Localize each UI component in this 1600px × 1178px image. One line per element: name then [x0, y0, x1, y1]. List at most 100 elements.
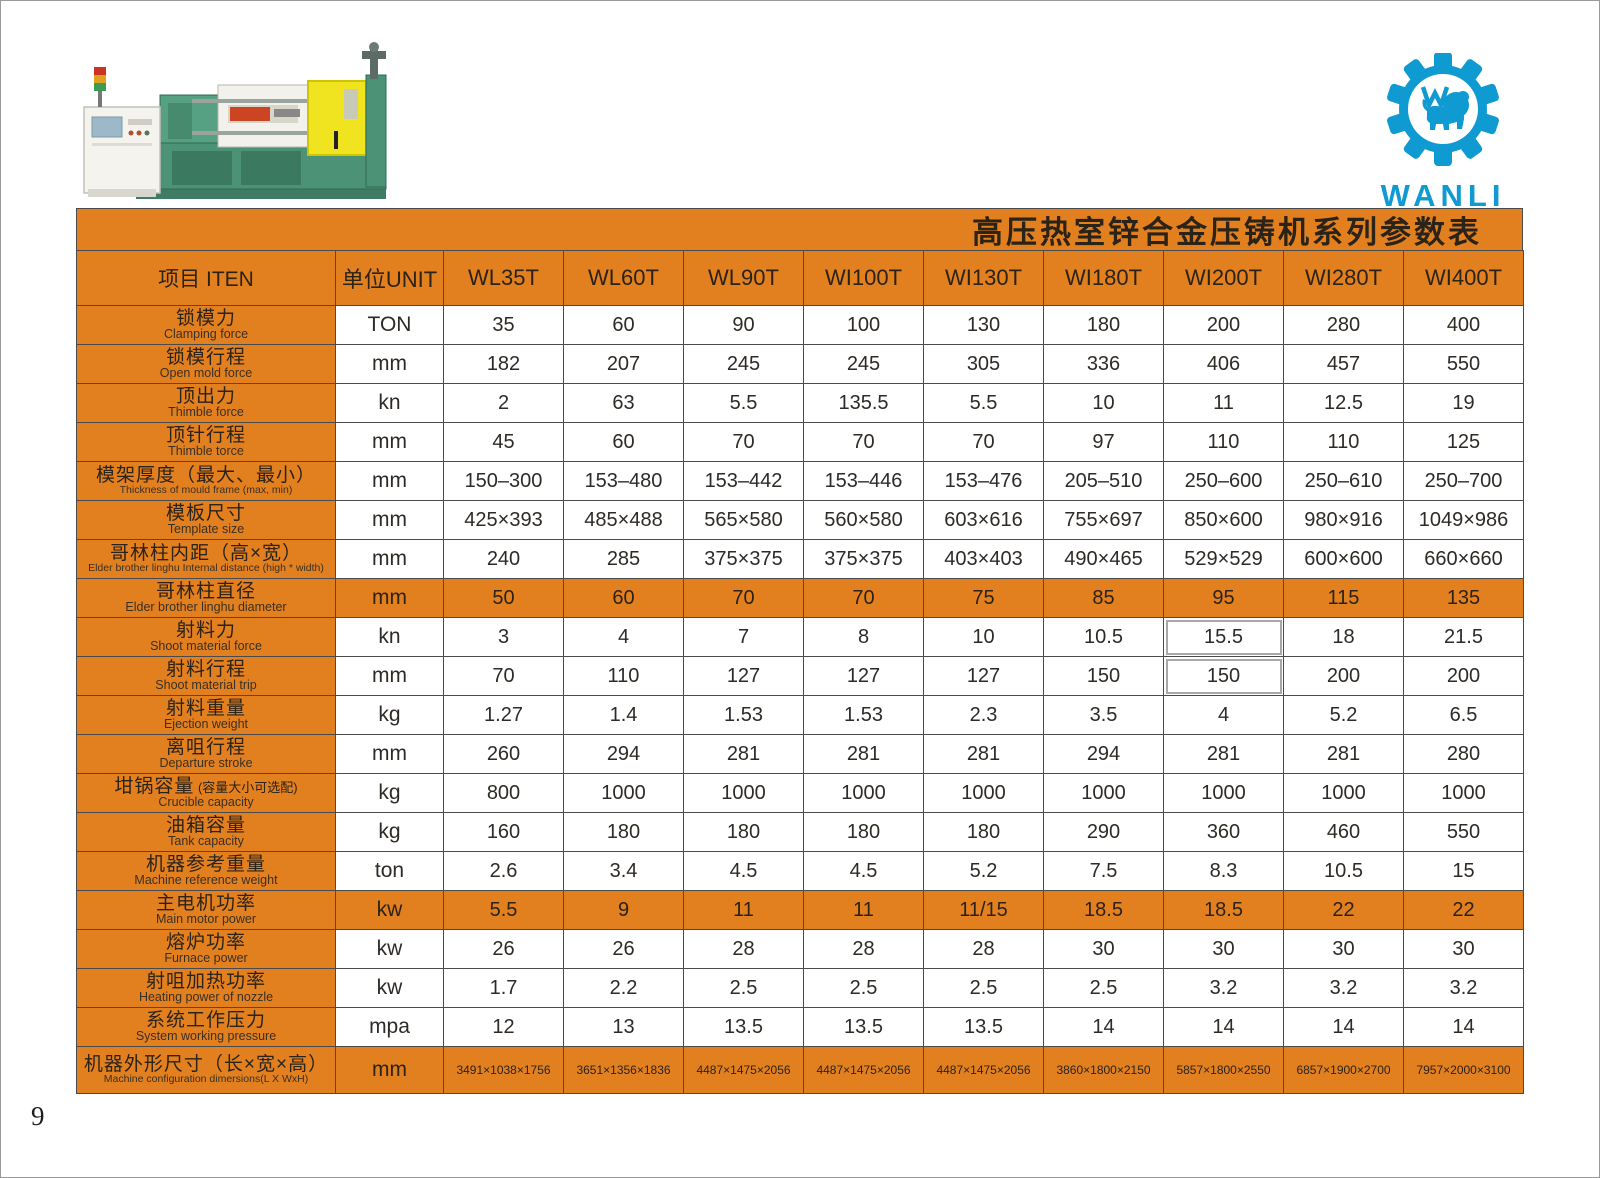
row-label: 模架厚度（最大、最小） Thickness of mould frame (max…	[76, 461, 336, 501]
row-label-zh: 系统工作压力	[145, 1009, 266, 1031]
value-cell: 3.4	[563, 851, 684, 891]
value-cell: 3651×1356×1836	[563, 1046, 684, 1094]
value-cell: 1000	[803, 773, 924, 813]
row-label-zh: 射料行程	[165, 658, 246, 680]
value-cell: 3491×1038×1756	[443, 1046, 564, 1094]
value-cell: 50	[443, 578, 564, 618]
value-cell: 403×403	[923, 539, 1044, 579]
unit-cell: mm	[335, 344, 444, 384]
value-cell: 3	[443, 617, 564, 657]
value-cell: 660×660	[1403, 539, 1524, 579]
value-cell: 75	[923, 578, 1044, 618]
value-cell: 13.5	[923, 1007, 1044, 1047]
unit-cell: kw	[335, 968, 444, 1008]
value-cell: 2.3	[923, 695, 1044, 735]
value-cell: 7.5	[1043, 851, 1164, 891]
value-cell: 850×600	[1163, 500, 1284, 540]
column-header-4: WL90T	[683, 250, 804, 306]
value-cell: 550	[1403, 344, 1524, 384]
unit-cell: mm	[335, 1046, 444, 1094]
value-cell: 294	[1043, 734, 1164, 774]
value-cell: 240	[443, 539, 564, 579]
row-label: 机器外形尺寸（长×宽×高） Machine configuration dimer…	[76, 1046, 336, 1094]
value-cell: 207	[563, 344, 684, 384]
value-cell: 12	[443, 1007, 564, 1047]
value-cell: 70	[923, 422, 1044, 462]
value-cell: 10.5	[1043, 617, 1164, 657]
value-cell: 19	[1403, 383, 1524, 423]
table-row: 射咀加热功率 Heating power of nozzle kw 1.7 2.2 2.5…	[76, 968, 1524, 1008]
value-cell: 285	[563, 539, 684, 579]
row-label: 射料重量 Ejection weight	[76, 695, 336, 735]
value-cell: 600×600	[1283, 539, 1404, 579]
row-label-en: Ejection weight	[163, 717, 249, 732]
row-label-zh: 锁模行程	[165, 346, 246, 368]
gear-lion-icon	[1387, 52, 1499, 166]
value-cell: 5.5	[923, 383, 1044, 423]
value-cell: 127	[923, 656, 1044, 696]
value-cell: 12.5	[1283, 383, 1404, 423]
row-label-en: Shoot material force	[150, 639, 262, 654]
row-label-en: Main motor power	[155, 912, 257, 927]
value-cell: 200	[1163, 305, 1284, 345]
value-cell: 70	[443, 656, 564, 696]
value-cell: 60	[563, 305, 684, 345]
table-row: 熔炉功率 Furnace power kw 26 26 28 28 28 30 30 30 30	[76, 929, 1524, 969]
value-cell: 5.2	[1283, 695, 1404, 735]
value-cell: 800	[443, 773, 564, 813]
column-header-3: WL60T	[563, 250, 684, 306]
row-label: 锁模行程 Open mold force	[76, 344, 336, 384]
row-label-note: (容量大小可选配)	[194, 779, 298, 795]
value-cell: 6.5	[1403, 695, 1524, 735]
value-cell: 150	[1163, 656, 1284, 696]
value-cell: 10	[1043, 383, 1164, 423]
value-cell: 110	[563, 656, 684, 696]
page-number: 9	[31, 1101, 45, 1131]
row-label: 模板尺寸 Template size	[76, 500, 336, 540]
value-cell: 2.5	[1043, 968, 1164, 1008]
unit-cell: kn	[335, 617, 444, 657]
value-cell: 200	[1403, 656, 1524, 696]
row-label-zh: 坩锅容量 (容量大小可选配)	[114, 775, 298, 797]
value-cell: 95	[1163, 578, 1284, 618]
value-cell: 3.2	[1163, 968, 1284, 1008]
unit-cell: mm	[335, 539, 444, 579]
value-cell: 18	[1283, 617, 1404, 657]
value-cell: 8	[803, 617, 924, 657]
value-cell: 180	[923, 812, 1044, 852]
row-label: 坩锅容量 (容量大小可选配) Crucible capacity	[76, 773, 336, 813]
value-cell: 3.2	[1283, 968, 1404, 1008]
value-cell: 425×393	[443, 500, 564, 540]
row-label-en: Furnace power	[164, 951, 248, 966]
unit-cell: mm	[335, 461, 444, 501]
table-row: 顶出力 Thimble force kn 2 63 5.5 135.5 5.5 10 11 12.5…	[76, 383, 1524, 423]
row-label: 顶针行程 Thimble torce	[76, 422, 336, 462]
value-cell: 26	[443, 929, 564, 969]
value-cell: 8.3	[1163, 851, 1284, 891]
value-cell: 2.5	[923, 968, 1044, 1008]
value-cell: 14	[1163, 1007, 1284, 1047]
value-cell: 5.2	[923, 851, 1044, 891]
table-row: 射料行程 Shoot material trip mm 70 110 127 127 127 1…	[76, 656, 1524, 696]
row-label: 主电机功率 Main motor power	[76, 890, 336, 930]
row-label-en: Heating power of nozzle	[138, 990, 274, 1005]
value-cell: 153–480	[563, 461, 684, 501]
unit-cell: kg	[335, 812, 444, 852]
value-cell: 360	[1163, 812, 1284, 852]
value-cell: 3.5	[1043, 695, 1164, 735]
value-cell: 182	[443, 344, 564, 384]
value-cell: 1.53	[803, 695, 924, 735]
value-cell: 1000	[1283, 773, 1404, 813]
row-label-en: Elder brother linghu diameter	[125, 600, 287, 615]
value-cell: 4	[563, 617, 684, 657]
row-label: 离咀行程 Departure stroke	[76, 734, 336, 774]
value-cell: 45	[443, 422, 564, 462]
row-label-zh: 油箱容量	[165, 814, 246, 836]
unit-cell: TON	[335, 305, 444, 345]
value-cell: 153–476	[923, 461, 1044, 501]
value-cell: 1000	[1163, 773, 1284, 813]
column-header-6: WI130T	[923, 250, 1044, 306]
value-cell: 565×580	[683, 500, 804, 540]
row-label-en: Thickness of mould frame (max, min)	[119, 484, 293, 497]
row-label-en: Thimble torce	[168, 444, 244, 459]
